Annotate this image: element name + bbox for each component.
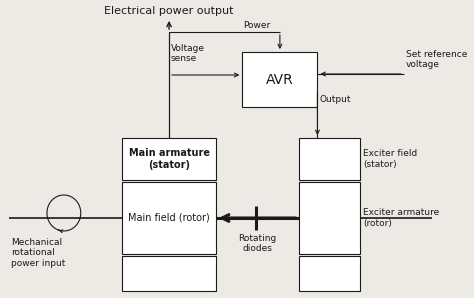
Text: Rotating
diodes: Rotating diodes (238, 234, 276, 253)
Bar (242, 52, 318, 107)
Text: Electrical power output: Electrical power output (104, 6, 234, 16)
Bar (122, 256, 216, 291)
Text: AVR: AVR (266, 72, 294, 86)
Text: Power: Power (243, 21, 271, 30)
Bar (299, 182, 360, 254)
Bar (122, 182, 216, 254)
Text: Voltage
sense: Voltage sense (171, 44, 205, 63)
Text: Main armature
(stator): Main armature (stator) (128, 148, 210, 170)
Bar (299, 138, 360, 180)
Text: Output: Output (319, 95, 351, 105)
Text: Mechanical
rotational
power input: Mechanical rotational power input (11, 238, 65, 268)
Bar (122, 138, 216, 180)
Text: Exciter field
(stator): Exciter field (stator) (364, 149, 418, 169)
Bar (299, 256, 360, 291)
Text: Exciter armature
(rotor): Exciter armature (rotor) (364, 208, 440, 228)
Text: Main field (rotor): Main field (rotor) (128, 213, 210, 223)
Text: Set reference
voltage: Set reference voltage (406, 49, 467, 69)
